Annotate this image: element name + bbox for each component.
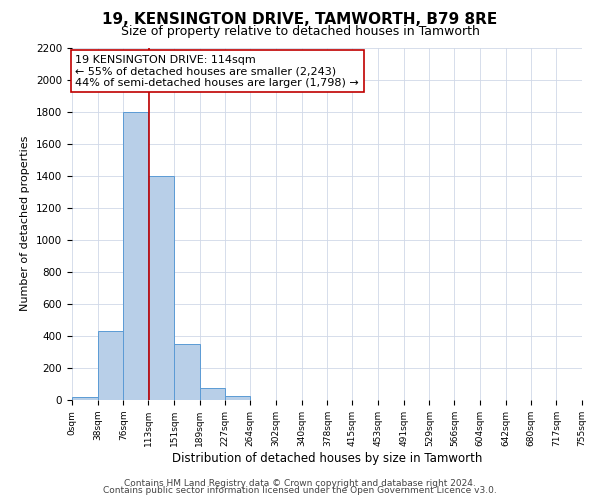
X-axis label: Distribution of detached houses by size in Tamworth: Distribution of detached houses by size … <box>172 452 482 464</box>
Bar <box>200 388 226 400</box>
Bar <box>174 344 200 400</box>
Bar <box>72 397 98 400</box>
Bar <box>124 112 148 400</box>
Bar <box>148 176 174 400</box>
Text: 19 KENSINGTON DRIVE: 114sqm
← 55% of detached houses are smaller (2,243)
44% of : 19 KENSINGTON DRIVE: 114sqm ← 55% of det… <box>76 54 359 88</box>
Text: 19, KENSINGTON DRIVE, TAMWORTH, B79 8RE: 19, KENSINGTON DRIVE, TAMWORTH, B79 8RE <box>103 12 497 28</box>
Bar <box>226 396 250 400</box>
Bar <box>98 331 124 400</box>
Y-axis label: Number of detached properties: Number of detached properties <box>20 136 31 312</box>
Text: Contains HM Land Registry data © Crown copyright and database right 2024.: Contains HM Land Registry data © Crown c… <box>124 478 476 488</box>
Text: Contains public sector information licensed under the Open Government Licence v3: Contains public sector information licen… <box>103 486 497 495</box>
Text: Size of property relative to detached houses in Tamworth: Size of property relative to detached ho… <box>121 25 479 38</box>
